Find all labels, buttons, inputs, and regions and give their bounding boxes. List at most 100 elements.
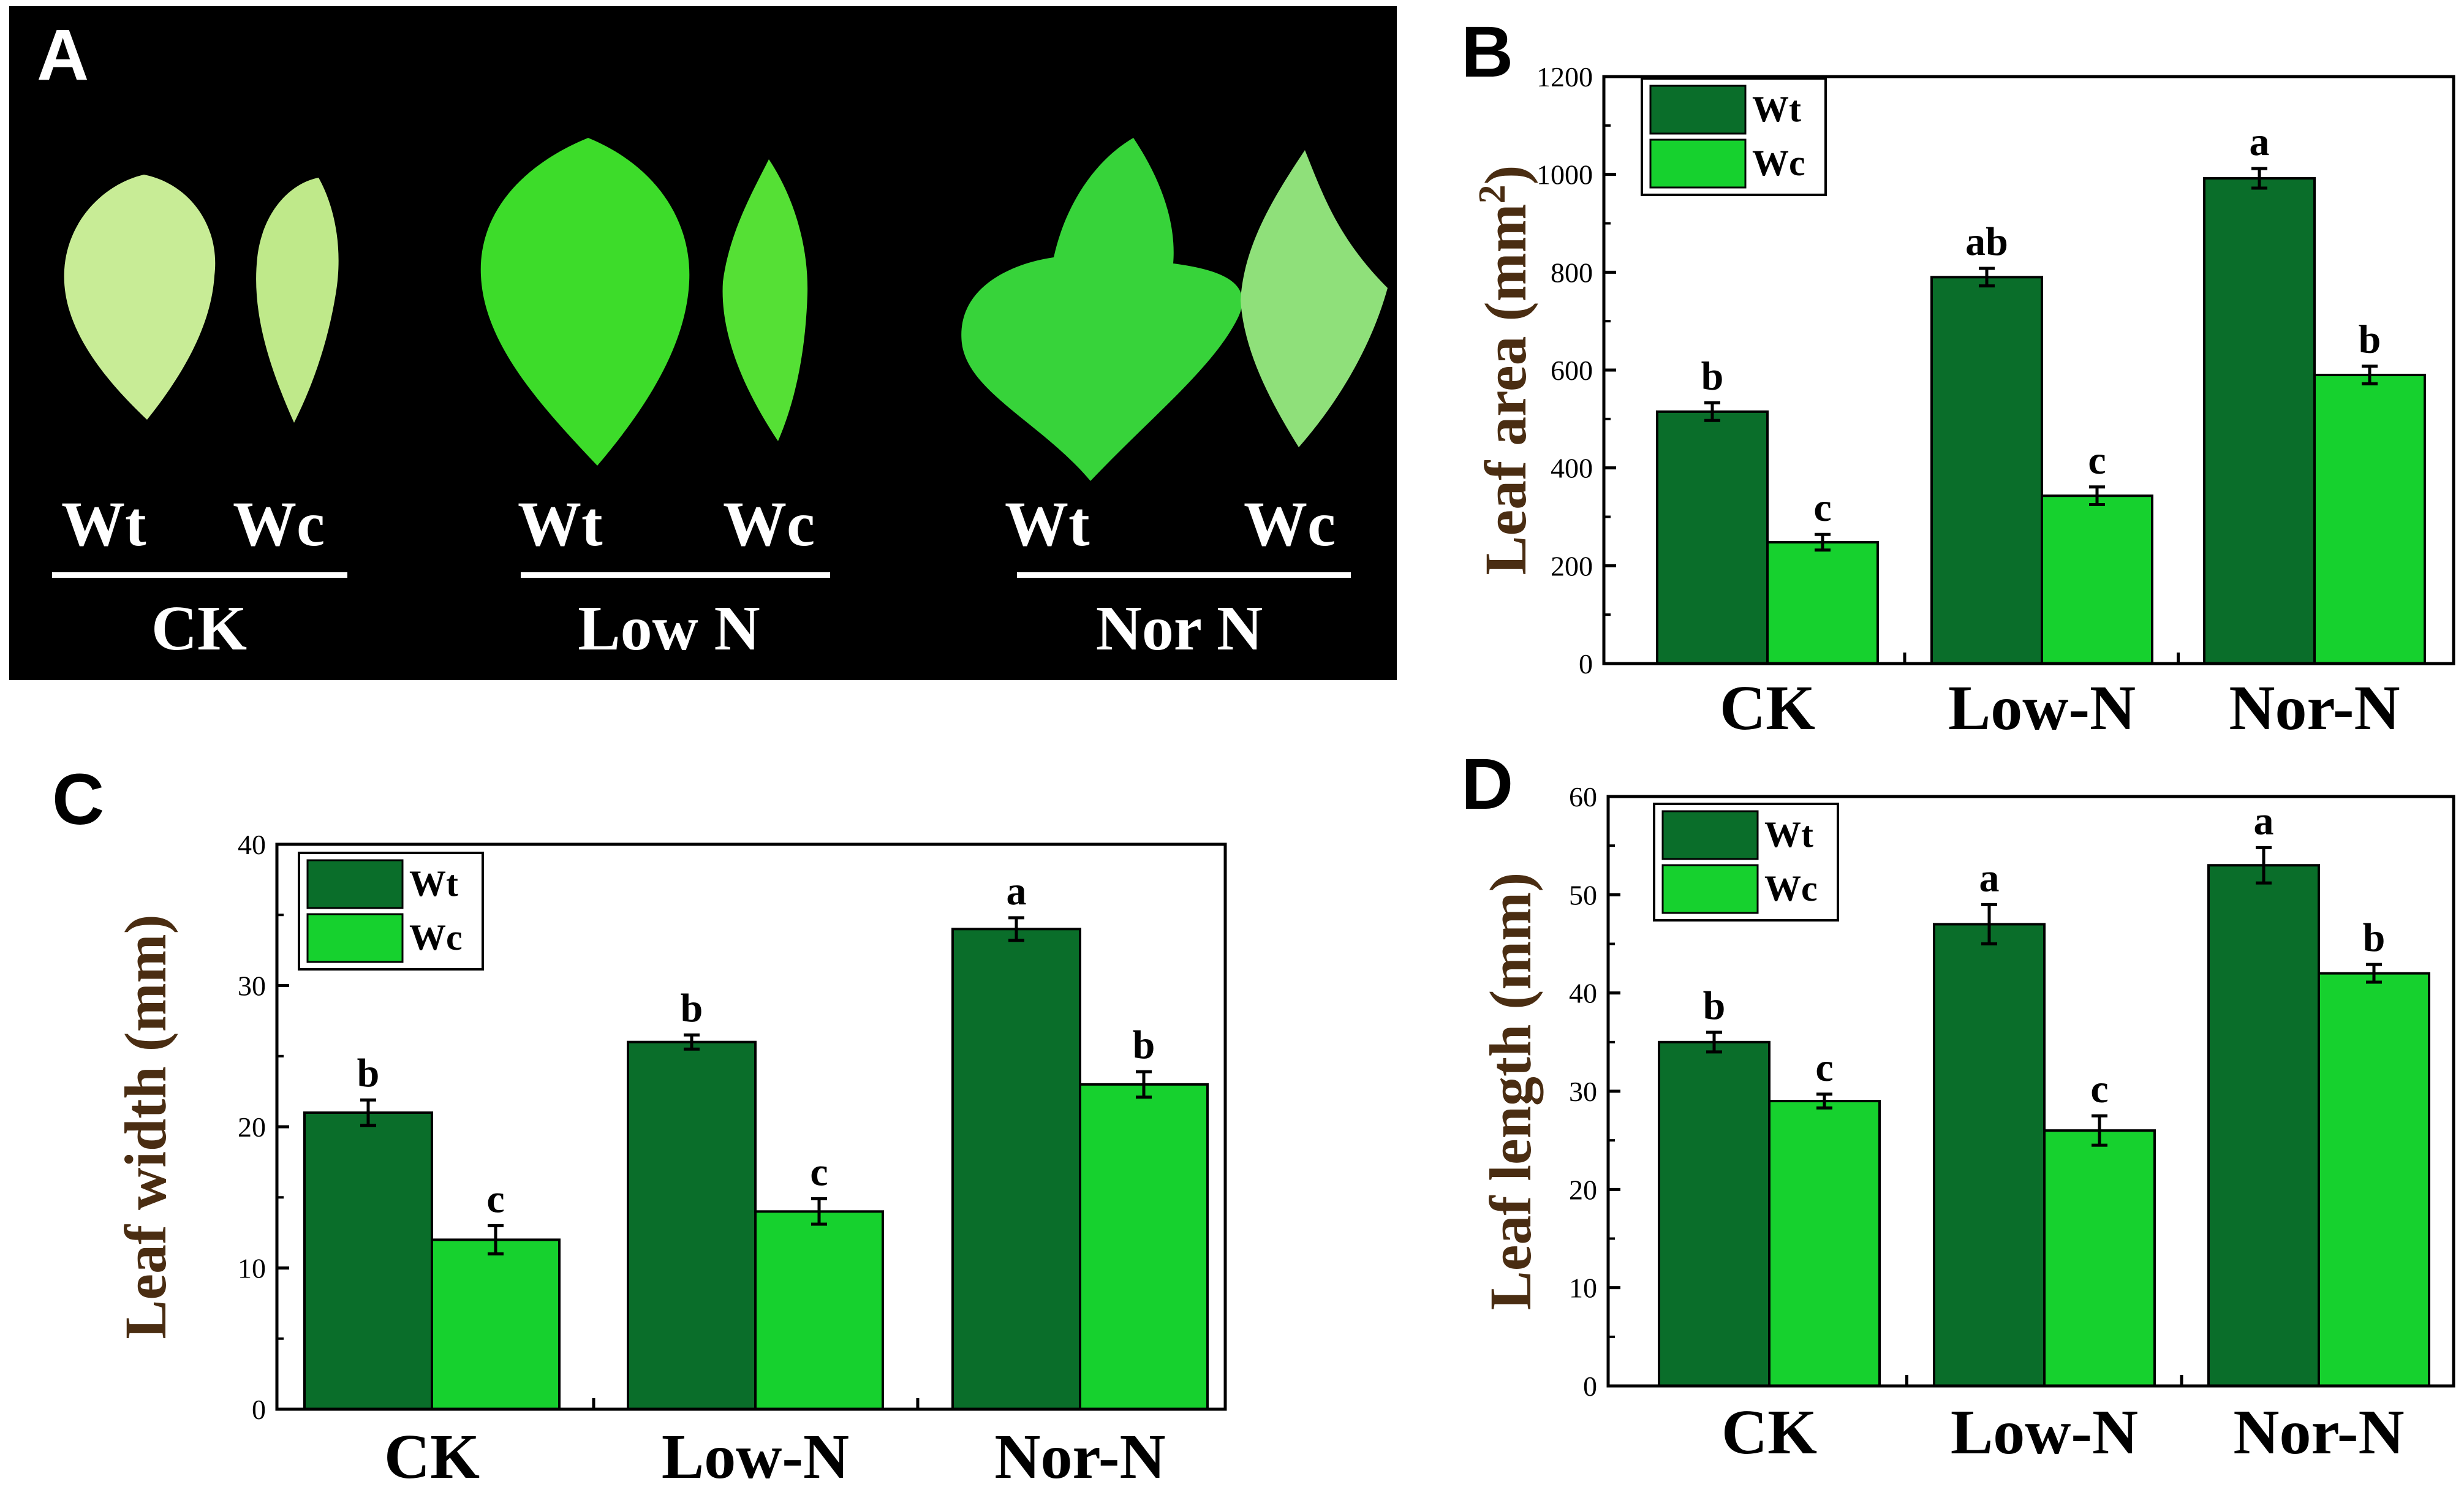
sig-letter-d-wc-2: b xyxy=(2363,915,2386,960)
xtick-label-d-1: Low-N xyxy=(1951,1397,2138,1467)
legend-label-b-wt: Wt xyxy=(1752,89,1801,129)
photo-genotype-wt-norn: Wt xyxy=(1005,489,1090,559)
sig-letter-c-wc-0: c xyxy=(486,1176,504,1221)
bar-b-wc-1 xyxy=(2041,494,2153,665)
sig-letter-c-wc-2: b xyxy=(1133,1023,1155,1067)
bar-b-wc-0 xyxy=(1766,541,1879,665)
ytick-label-c-3: 30 xyxy=(238,971,266,1002)
bar-c-wt-1 xyxy=(627,1040,757,1410)
ytick-label-b-3: 600 xyxy=(1551,355,1593,386)
sig-letter-d-wt-1: a xyxy=(1979,855,2000,900)
leaf-ck-wt xyxy=(64,175,216,420)
photo-treatment-norn: Nor N xyxy=(1096,593,1263,664)
sig-letter-d-wt-0: b xyxy=(1703,983,1726,1028)
bar-d-wt-1 xyxy=(1933,923,2046,1387)
ytick-label-d-5: 50 xyxy=(1569,879,1597,910)
sig-letter-b-wt-2: a xyxy=(2250,119,2270,164)
leaf-ck-wc xyxy=(256,178,339,423)
ytick-label-c-1: 10 xyxy=(238,1253,266,1284)
xtick-label-b-2: Nor-N xyxy=(2229,673,2400,743)
ytick-label-d-2: 20 xyxy=(1569,1174,1597,1205)
panel-a-label: A xyxy=(37,15,89,96)
sig-letter-b-wt-1: ab xyxy=(1965,219,2008,264)
sig-letter-d-wt-2: a xyxy=(2254,798,2274,843)
bar-d-wc-0 xyxy=(1768,1100,1881,1387)
ytick-label-d-6: 60 xyxy=(1569,781,1597,812)
ytick-label-c-2: 20 xyxy=(238,1111,266,1143)
bar-c-wt-0 xyxy=(303,1111,433,1410)
xtick-label-c-0: CK xyxy=(384,1421,480,1492)
sig-letter-d-wc-1: c xyxy=(2090,1067,2108,1111)
legend-label-c-wc: Wc xyxy=(409,917,463,958)
xtick-label-b-0: CK xyxy=(1720,673,1815,743)
photo-genotype-wc-ck: Wc xyxy=(233,489,325,559)
chart-c-leaf-width: b b a c c b 0 10 20 30 40 CK Low-N Nor-N Leaf width (m… xyxy=(113,829,1227,1492)
ytick-label-b-4: 800 xyxy=(1551,257,1593,288)
bar-d-wc-2 xyxy=(2318,972,2430,1387)
ytick-label-d-1: 10 xyxy=(1569,1273,1597,1304)
bar-c-wt-2 xyxy=(951,928,1081,1411)
sig-letter-b-wc-1: c xyxy=(2088,438,2106,483)
photo-genotype-wt-ck: Wt xyxy=(61,489,146,559)
sig-letter-c-wt-1: b xyxy=(681,986,703,1031)
bar-c-wc-2 xyxy=(1079,1083,1209,1410)
legend-swatch-d-wc xyxy=(1661,864,1759,914)
ytick-label-b-2: 400 xyxy=(1551,453,1593,484)
panel-b-label: B xyxy=(1461,12,1513,93)
legend-label-d-wc: Wc xyxy=(1764,868,1818,909)
chart-b-leaf-area: b ab a c c b 0 200 400 600 800 1000 1200 CK Low-N Nor-N… xyxy=(1472,61,2455,743)
xtick-label-c-1: Low-N xyxy=(662,1421,849,1492)
photo-treatment-ck: CK xyxy=(151,593,247,664)
bar-c-wc-0 xyxy=(431,1238,561,1411)
ytick-label-b-1: 200 xyxy=(1551,550,1593,581)
ylabel-c: Leaf width (mm) xyxy=(113,914,178,1339)
legend-swatch-c-wt xyxy=(306,859,404,909)
ytick-label-d-0: 0 xyxy=(1583,1371,1597,1402)
sig-letter-c-wt-0: b xyxy=(357,1051,380,1096)
bar-b-wt-2 xyxy=(2203,177,2316,665)
legend-label-d-wt: Wt xyxy=(1764,814,1813,855)
bar-b-wt-0 xyxy=(1656,410,1769,665)
xtick-label-b-1: Low-N xyxy=(1948,673,2136,743)
sig-letter-b-wc-0: c xyxy=(1813,485,1831,530)
ylabel-b: Leaf area (mm2) xyxy=(1472,165,1538,575)
xtick-label-c-2: Nor-N xyxy=(994,1421,1165,1492)
photo-treatment-lown: Low N xyxy=(578,593,760,664)
bar-d-wt-0 xyxy=(1658,1040,1771,1388)
legend-swatch-b-wc xyxy=(1649,138,1747,189)
sig-letter-b-wc-2: b xyxy=(2359,317,2381,362)
photo-genotype-wc-norn: Wc xyxy=(1244,489,1336,559)
bar-b-wc-2 xyxy=(2313,373,2426,665)
photo-underline-lown xyxy=(521,572,830,578)
panel-d-label: D xyxy=(1461,744,1513,825)
legend-label-b-wc: Wc xyxy=(1752,143,1805,183)
panel-a-photo: A Wt Wc CK Wt Wc Low N Wt Wc Nor N xyxy=(9,6,1397,680)
ytick-label-b-6: 1200 xyxy=(1536,61,1593,93)
sig-letter-d-wc-0: c xyxy=(1815,1045,1833,1090)
bar-d-wc-1 xyxy=(2043,1129,2156,1387)
sig-letter-c-wc-1: c xyxy=(810,1150,828,1195)
photo-underline-norn xyxy=(1017,572,1351,578)
legend-swatch-c-wc xyxy=(306,913,404,963)
legend-label-c-wt: Wt xyxy=(409,863,458,904)
photo-genotype-wc-lown: Wc xyxy=(723,489,815,559)
photo-underline-ck xyxy=(52,572,347,578)
ytick-label-c-0: 0 xyxy=(252,1394,266,1425)
xtick-label-d-2: Nor-N xyxy=(2233,1397,2404,1467)
photo-genotype-wt-lown: Wt xyxy=(518,489,603,559)
ytick-label-d-3: 30 xyxy=(1569,1076,1597,1107)
leaf-norn-wc xyxy=(1241,150,1388,447)
panel-c-label: C xyxy=(52,759,104,840)
sig-letter-c-wt-2: a xyxy=(1007,869,1027,914)
leaf-norn-wt xyxy=(961,138,1242,481)
legend-swatch-b-wt xyxy=(1649,85,1747,135)
legend-swatch-d-wt xyxy=(1661,810,1759,860)
ytick-label-b-0: 0 xyxy=(1579,648,1593,679)
chart-d-leaf-length: b a a c c b 0 10 20 30 40 50 60 CK Low-N Nor-N Leaf leng… xyxy=(1478,781,2455,1467)
leaf-lown-wt xyxy=(480,138,690,466)
ytick-label-b-5: 1000 xyxy=(1536,159,1593,191)
bar-b-wt-1 xyxy=(1930,276,2043,665)
ylabel-d: Leaf length (mm) xyxy=(1478,872,1543,1311)
xtick-label-d-0: CK xyxy=(1721,1397,1817,1467)
